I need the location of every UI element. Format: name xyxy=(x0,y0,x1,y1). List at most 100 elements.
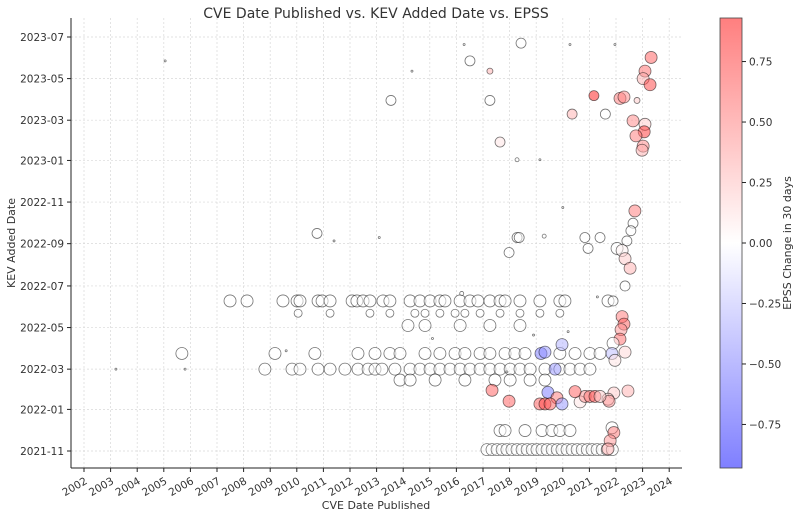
y-ticks: 2021-11 2022-01 2022-03 2022-05 2022-07 2022-… xyxy=(20,32,71,458)
data-point xyxy=(450,308,460,318)
data-point xyxy=(513,294,527,308)
data-point xyxy=(583,362,597,376)
data-point xyxy=(566,330,570,334)
data-point xyxy=(515,308,525,318)
data-point xyxy=(538,345,552,359)
data-point xyxy=(518,347,532,360)
data-point xyxy=(633,97,641,104)
data-point xyxy=(558,294,572,308)
data-point xyxy=(628,204,642,218)
data-point xyxy=(460,308,470,318)
data-point xyxy=(401,319,415,332)
x-tick-label: 2020 xyxy=(539,475,568,499)
data-point xyxy=(503,247,515,258)
data-point xyxy=(523,362,537,376)
data-point xyxy=(308,347,322,360)
x-tick-label: 2011 xyxy=(300,475,329,499)
data-point xyxy=(555,338,569,352)
data-point xyxy=(513,319,527,332)
data-point xyxy=(535,308,545,318)
colorbar-ticks: 0.75 0.50 0.25 0.00 −0.25 −0.50 −0.75 xyxy=(742,57,781,431)
data-point xyxy=(377,236,381,239)
y-tick-label: 2022-01 xyxy=(20,404,64,416)
data-point xyxy=(433,347,447,360)
data-point xyxy=(635,143,649,157)
x-tick-label: 2021 xyxy=(566,475,595,499)
data-point xyxy=(385,95,397,106)
data-point xyxy=(623,261,637,275)
data-point xyxy=(599,108,611,120)
x-tick-label: 2005 xyxy=(140,475,169,499)
data-point xyxy=(618,345,632,359)
data-point xyxy=(453,319,467,332)
data-point xyxy=(483,347,497,360)
data-point xyxy=(276,294,290,308)
data-point xyxy=(183,367,187,371)
data-point xyxy=(541,233,547,239)
x-tick-label: 2019 xyxy=(513,475,542,499)
data-point xyxy=(223,294,237,308)
data-point xyxy=(505,370,509,374)
data-point xyxy=(471,294,485,308)
x-tick-label: 2023 xyxy=(619,475,648,499)
data-point xyxy=(365,308,375,318)
data-point xyxy=(607,295,619,307)
data-point xyxy=(311,228,323,239)
x-tick-label: 2009 xyxy=(247,475,276,499)
y-tick-label: 2023-07 xyxy=(20,32,64,44)
data-point xyxy=(484,95,496,106)
data-point xyxy=(494,136,506,148)
data-point xyxy=(561,206,565,209)
data-point xyxy=(462,43,466,46)
x-tick-label: 2014 xyxy=(380,475,409,499)
colorbar: 0.75 0.50 0.25 0.00 −0.25 −0.50 −0.75 EPSS Cha… xyxy=(719,17,794,469)
data-point xyxy=(385,308,395,318)
data-point xyxy=(240,294,254,308)
data-point xyxy=(518,424,532,437)
x-tick-label: 2017 xyxy=(459,475,488,499)
data-point xyxy=(464,55,476,67)
colorbar-tick-label: −0.25 xyxy=(749,298,781,310)
data-point xyxy=(629,129,643,143)
x-tick-label: 2006 xyxy=(167,475,196,499)
x-tick-label: 2004 xyxy=(114,475,143,499)
colorbar-tick-label: 0.50 xyxy=(749,117,772,129)
data-point xyxy=(555,397,569,411)
y-tick-label: 2023-01 xyxy=(20,155,64,167)
data-point xyxy=(495,308,505,318)
data-point xyxy=(458,347,472,360)
data-point xyxy=(593,390,607,403)
data-point xyxy=(483,319,497,332)
colorbar-tick-label: 0.00 xyxy=(749,238,772,250)
data-point xyxy=(418,347,432,360)
data-point xyxy=(498,294,512,308)
data-point xyxy=(418,319,432,332)
x-axis-label: CVE Date Published xyxy=(322,499,430,512)
data-point xyxy=(368,347,382,360)
data-point xyxy=(498,424,512,437)
data-point xyxy=(568,385,582,399)
data-point xyxy=(593,347,607,360)
colorbar-tick-label: −0.50 xyxy=(749,359,781,371)
data-point xyxy=(325,308,335,318)
y-tick-label: 2022-09 xyxy=(20,239,64,251)
data-point xyxy=(338,362,352,376)
data-point xyxy=(388,362,402,376)
data-point xyxy=(513,232,525,243)
y-tick-label: 2021-11 xyxy=(20,446,64,458)
data-point xyxy=(621,384,635,398)
data-point xyxy=(503,373,517,387)
data-point xyxy=(393,347,407,360)
data-point xyxy=(548,362,562,376)
data-point xyxy=(486,67,494,75)
data-point xyxy=(619,280,631,292)
data-point xyxy=(410,308,420,318)
data-point xyxy=(114,367,118,371)
data-point xyxy=(543,397,557,411)
data-points xyxy=(114,37,658,457)
colorbar-gradient xyxy=(719,17,743,469)
x-tick-label: 2002 xyxy=(60,475,89,499)
data-point xyxy=(579,232,591,243)
data-point xyxy=(568,347,582,360)
